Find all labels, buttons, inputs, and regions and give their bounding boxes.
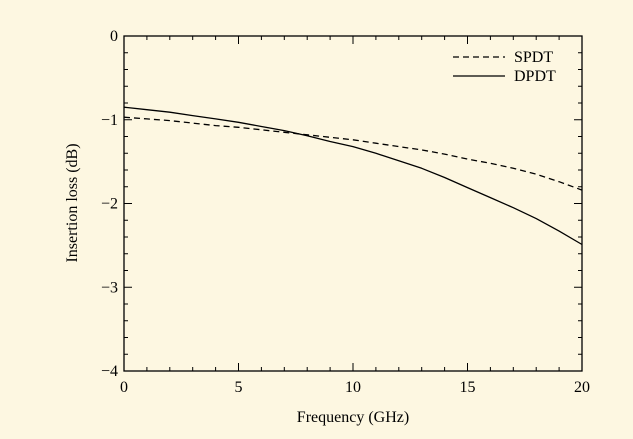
y-tick-label: −3 xyxy=(101,279,118,296)
series-line-dpdt xyxy=(123,106,583,246)
y-tick-label: −2 xyxy=(101,196,118,213)
legend-label-spdt: SPDT xyxy=(514,49,553,66)
legend: SPDT DPDT xyxy=(453,49,556,85)
x-tick-label: 10 xyxy=(345,379,361,396)
legend-label-dpdt: DPDT xyxy=(514,68,556,85)
x-tick-label: 20 xyxy=(574,379,590,396)
axis-ticks xyxy=(123,35,583,372)
y-tick-label: 0 xyxy=(110,28,118,45)
y-axis-label: Insertion loss (dB) xyxy=(64,143,81,262)
plot-frame xyxy=(123,35,583,372)
x-axis-label: Frequency (GHz) xyxy=(297,409,409,426)
tick-labels: 0 5 10 15 20 0 −1 −2 −3 −4 xyxy=(101,28,590,396)
x-tick-label: 5 xyxy=(235,379,243,396)
series-line-spdt xyxy=(123,116,583,191)
series-layer xyxy=(123,106,583,246)
x-tick-label: 0 xyxy=(120,379,128,396)
y-tick-label: −4 xyxy=(101,363,118,380)
x-tick-label: 15 xyxy=(460,379,476,396)
y-tick-label: −1 xyxy=(101,112,118,129)
